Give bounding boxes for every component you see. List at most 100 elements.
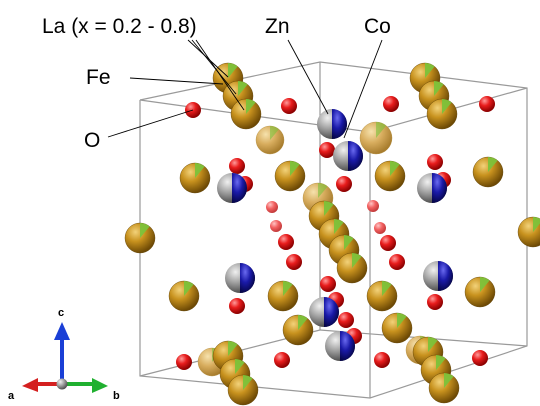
la-atom [230,98,262,130]
o-atom [336,176,352,192]
leader-line-o [107,109,194,138]
la-atom [426,98,458,130]
fe-fraction-wedge [376,122,387,138]
la-atom [179,162,211,194]
o-atom [389,254,405,270]
leader-line-la-1 [187,39,229,78]
fe-fraction-wedge [270,126,279,140]
co-half [232,173,247,203]
o-atom [427,294,443,310]
fe-fraction-wedge [434,81,444,96]
fe-fraction-wedge [298,315,308,330]
fe-fraction-wedge [444,373,454,388]
la-atom [464,276,496,308]
fe-fraction-wedge [442,99,452,114]
leader-line-co [343,39,383,139]
axis-a-arrowhead [22,378,38,392]
o-atom [319,142,335,158]
zn-co-atom [317,109,347,139]
o-atom [229,158,245,174]
la-atom [428,372,460,404]
zn-co-atom [325,331,355,361]
la-atom [168,280,200,312]
axis-label-b: b [113,390,120,402]
la-atom [472,156,504,188]
fe-fraction-wedge [436,355,446,370]
la-atom [124,222,156,254]
o-atom [374,222,386,234]
o-atom [266,201,278,213]
o-atom [281,98,297,114]
fe-fraction-wedge [324,201,334,216]
fe-fraction-wedge [140,223,150,238]
o-atom [270,220,282,232]
la-atom [366,280,398,312]
zn-co-atom [333,141,363,171]
label-zn: Zn [265,15,290,38]
o-atom [229,298,245,314]
fe-fraction-wedge [397,313,407,328]
o-atom [383,96,399,112]
co-half [240,263,255,293]
zn-co-atom [225,263,255,293]
zn-co-atom [309,297,339,327]
la-atom [336,252,368,284]
axis-origin [56,378,68,390]
leader-line-fe [129,77,224,85]
fe-fraction-wedge [228,63,238,78]
o-atom [278,234,294,250]
axis-c-arrowhead [54,322,70,340]
fe-fraction-wedge [425,63,435,78]
atoms [124,62,540,406]
la-atom [374,160,406,192]
fe-fraction-wedge [334,219,344,234]
axis-triad: c a b [8,307,120,402]
la-atom [359,121,393,155]
co-half [438,261,453,291]
fe-fraction-wedge [428,337,438,352]
zn-co-atom [217,173,247,203]
fe-fraction-wedge [390,161,400,176]
zn-co-atom [423,261,453,291]
axis-label-a: a [8,390,15,402]
axis-label-c: c [58,307,64,319]
la-atom [227,374,259,406]
la-atom [517,216,540,248]
fe-fraction-wedge [533,217,540,232]
la-atom [267,280,299,312]
label-o: O [84,129,100,152]
o-atom [380,235,396,251]
la-atom [255,125,285,155]
label-co: Co [364,15,391,38]
leader-line-la-3 [195,39,245,111]
o-atom [274,352,290,368]
co-half [348,141,363,171]
fe-fraction-wedge [290,161,300,176]
leader-line-zn [287,39,329,115]
label-la: La (x = 0.2 - 0.8) [42,15,197,38]
fe-fraction-wedge [283,281,293,296]
o-atom [176,354,192,370]
fe-fraction-wedge [318,183,328,198]
leader-lines [107,39,383,139]
co-half [332,109,347,139]
fe-fraction-wedge [238,81,248,96]
co-half [432,173,447,203]
fe-fraction-wedge [480,277,490,292]
fe-fraction-wedge [184,281,194,296]
fe-fraction-wedge [246,99,256,114]
o-atom [367,200,379,212]
label-fe: Fe [86,66,111,89]
zn-co-atom [417,173,447,203]
o-atom [472,350,488,366]
co-half [324,297,339,327]
la-atom [274,160,306,192]
fe-fraction-wedge [235,359,245,374]
fe-fraction-wedge [488,157,498,172]
o-atom [320,276,336,292]
fe-fraction-wedge [195,163,205,178]
o-atom [338,312,354,328]
axis-b-arrowhead [92,378,108,393]
la-atom [282,314,314,346]
